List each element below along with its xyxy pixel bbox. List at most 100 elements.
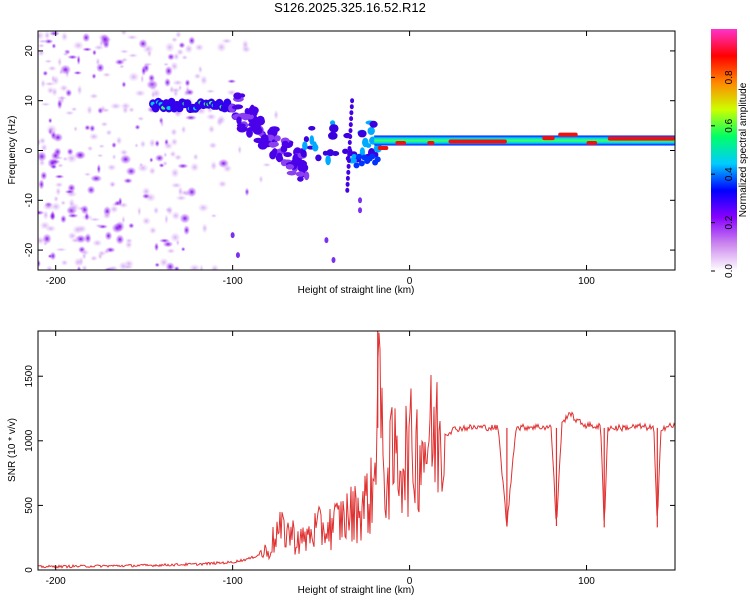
isolated-blob [235, 252, 240, 259]
noise-blob [193, 72, 202, 80]
noise-blob [170, 128, 178, 137]
noise-blob [47, 65, 57, 72]
noise-blob [181, 54, 188, 61]
spectrogram-marks [38, 31, 675, 270]
noise-blob [216, 41, 227, 53]
mid-blob [300, 149, 307, 158]
streak-blob [345, 187, 350, 193]
noise-blob [169, 232, 181, 243]
noise-blob [180, 246, 186, 252]
noise-blob [104, 231, 113, 241]
colorbar-bar [711, 29, 737, 271]
noise-blob [175, 31, 182, 39]
streak-blob [346, 169, 351, 175]
noise-blob [197, 65, 203, 74]
noise-blob [178, 41, 186, 49]
streak-blob [345, 181, 350, 187]
noise-blob [199, 263, 204, 270]
noise-blob [207, 124, 216, 134]
x-tick-label: 100 [578, 576, 595, 587]
noise-blob [237, 145, 242, 155]
noise-blob [76, 84, 83, 96]
noise-blob [106, 163, 117, 172]
carrier-start-blob [356, 153, 363, 160]
streak-blob [349, 104, 354, 110]
carrier-band [374, 135, 675, 146]
noise-blob [64, 189, 75, 194]
noise-blob [159, 238, 170, 243]
noise-blob [119, 49, 129, 54]
noise-blob [170, 61, 179, 72]
sweep-blob [295, 171, 305, 177]
noise-blob [102, 212, 112, 220]
snr-y-label: SNR (10 * v/v) [7, 418, 18, 482]
noise-blob [176, 48, 185, 56]
noise-blob [40, 171, 48, 181]
isolated-blob [331, 257, 336, 264]
noise-blob [127, 71, 140, 82]
noise-blob [109, 102, 122, 110]
noise-blob [167, 53, 175, 61]
tone-core [166, 106, 172, 110]
noise-blob [128, 222, 135, 229]
y-tick-label: -20 [24, 242, 35, 257]
carrier-peak [377, 146, 389, 150]
carrier-peak [586, 141, 598, 145]
noise-blob [51, 43, 57, 49]
noise-blob [70, 237, 80, 244]
sweep-blob [303, 171, 310, 181]
noise-blob [227, 79, 237, 84]
noise-blob [49, 251, 57, 261]
noise-blob [99, 105, 107, 114]
noise-blob [210, 263, 220, 270]
noise-blob [56, 95, 68, 101]
noise-blob [180, 125, 187, 134]
noise-blob [60, 200, 66, 206]
noise-blob [169, 85, 175, 94]
y-tick-label: 0 [24, 567, 35, 573]
noise-blob [148, 73, 156, 83]
streak-blob [345, 175, 350, 181]
noise-blob [170, 137, 179, 147]
noise-blob [96, 163, 102, 174]
chart-title: S126.2025.325.16.52.R12 [274, 0, 426, 15]
x-tick-label: 0 [407, 576, 413, 587]
noise-blob [38, 49, 45, 57]
noise-blob [49, 212, 56, 221]
noise-blob [170, 167, 180, 179]
noise-blob [86, 145, 94, 152]
noise-blob [72, 225, 83, 235]
mid-blob [362, 137, 369, 148]
noise-blob [106, 265, 118, 270]
snr-plot: -200 -100 0 100 0 500 1000 1500 Height of stra… [7, 330, 676, 596]
noise-blob [148, 138, 156, 148]
noise-blob [120, 31, 128, 36]
noise-blob [171, 36, 178, 43]
noise-blob [90, 174, 103, 183]
noise-blob [183, 225, 191, 236]
noise-blob [109, 204, 119, 214]
noise-blob [42, 70, 49, 77]
carrier-start-blob [374, 156, 381, 163]
noise-blob [154, 154, 165, 163]
colorbar: 0.0 0.2 0.4 0.6 0.8 Normalized spectral ampl… [711, 29, 749, 278]
noise-blob [92, 239, 103, 247]
noise-blob [222, 164, 233, 173]
sweep-blob [291, 158, 301, 167]
noise-blob [55, 247, 67, 252]
noise-blob [125, 166, 137, 176]
x-tick-label: 100 [578, 276, 595, 287]
mid-blob [369, 120, 378, 128]
noise-blob [134, 89, 146, 97]
noise-blob [137, 116, 145, 122]
sweep-blob [241, 126, 248, 132]
noise-blob [62, 156, 68, 162]
noise-blob [45, 265, 53, 270]
mid-blob [302, 141, 308, 151]
noise-blob [208, 141, 218, 149]
colorbar-tick-label: 0.4 [724, 167, 735, 181]
sweep-blob [285, 164, 295, 170]
noise-blob [60, 259, 69, 267]
mid-blob [308, 126, 316, 131]
noise-blob [43, 31, 51, 41]
